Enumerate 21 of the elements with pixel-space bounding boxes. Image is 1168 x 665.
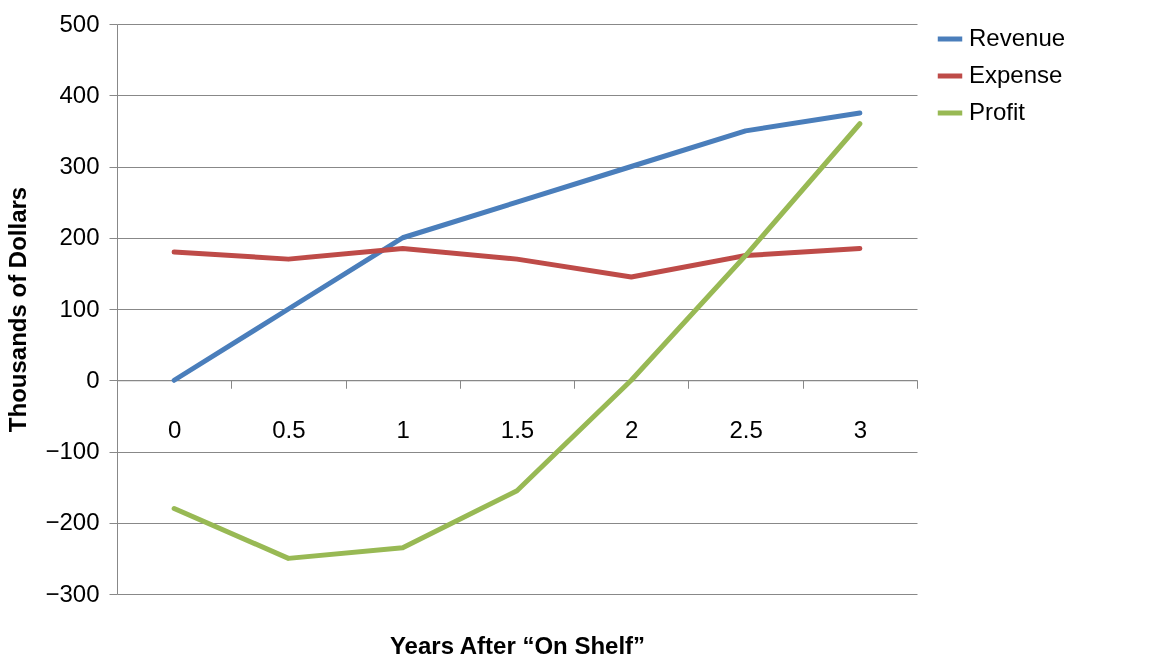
legend-label: Profit <box>969 98 1026 125</box>
y-tick-label: 0 <box>86 365 100 393</box>
y-axis-title: Thousands of Dollars <box>4 186 32 433</box>
x-tick-label: 1.5 <box>500 415 535 443</box>
y-tick-label: −200 <box>45 508 100 536</box>
x-tick-label: 3 <box>853 415 868 443</box>
y-tick-label: 100 <box>59 294 100 322</box>
legend-label: Expense <box>969 61 1063 88</box>
x-tick-label: 0.5 <box>272 415 306 443</box>
y-tick-label: 500 <box>59 9 100 37</box>
y-tick-label: 400 <box>59 80 100 108</box>
y-tick-label: 300 <box>59 152 100 179</box>
y-tick-label: −300 <box>45 579 100 607</box>
x-tick-label: 2 <box>625 415 639 443</box>
legend-label: Revenue <box>969 24 1066 51</box>
x-tick-label: 0 <box>167 415 182 443</box>
y-tick-label: 200 <box>59 223 100 251</box>
x-axis-title: Years After “On Shelf” <box>389 631 646 659</box>
y-tick-label: −100 <box>45 437 100 464</box>
x-tick-label: 2.5 <box>729 415 763 443</box>
x-tick-label: 1 <box>396 415 410 443</box>
